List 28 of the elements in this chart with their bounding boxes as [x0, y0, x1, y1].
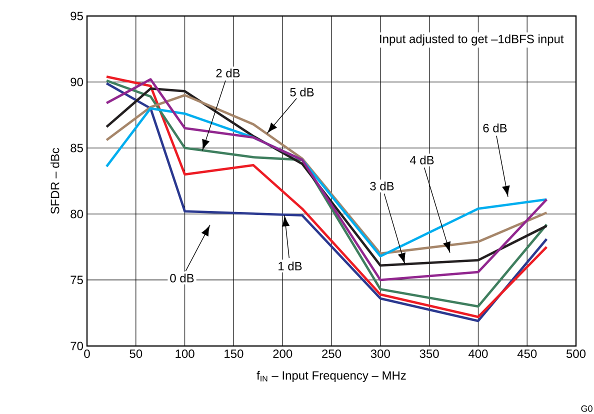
x-axis-title: f$_{IN}$ – Input Frequency – MHz: [256, 370, 406, 382]
y-axis-title: SFDR – dBc: [50, 148, 60, 214]
x-tick-label: 400: [468, 350, 488, 358]
text: G0: [581, 405, 592, 412]
x-tick-label: 150: [224, 350, 244, 358]
annotation: 1 dB: [278, 262, 302, 270]
x-tick-label: 450: [517, 350, 537, 358]
annotation: 0 dB: [170, 274, 194, 282]
x-tick-label: 50: [130, 350, 142, 358]
annotation: 2 dB: [216, 68, 240, 78]
x-tick-label: 350: [420, 350, 439, 358]
x-tick-label: 500: [566, 350, 586, 358]
y-tick-label: 90: [70, 78, 84, 86]
y-tick-label: 95: [70, 12, 83, 20]
annotation: 4 dB: [410, 156, 434, 164]
x-tick-label: 200: [273, 350, 292, 358]
x-tick-label: 300: [370, 350, 390, 358]
y-tick-label: 70: [70, 342, 84, 350]
annotation: 6 dB: [483, 124, 507, 132]
x-tick-label: 250: [322, 350, 342, 358]
annotation: Input adjusted to get –1dBFS input: [380, 34, 564, 46]
x-tick-label: 0: [84, 350, 90, 358]
y-tick-label: 85: [70, 144, 83, 152]
annotation: 5 dB: [290, 88, 314, 96]
y-tick-label: 75: [70, 276, 83, 284]
x-tick-label: 100: [176, 350, 194, 358]
annotation: 3 dB: [370, 182, 394, 190]
y-tick-label: 80: [70, 210, 84, 218]
